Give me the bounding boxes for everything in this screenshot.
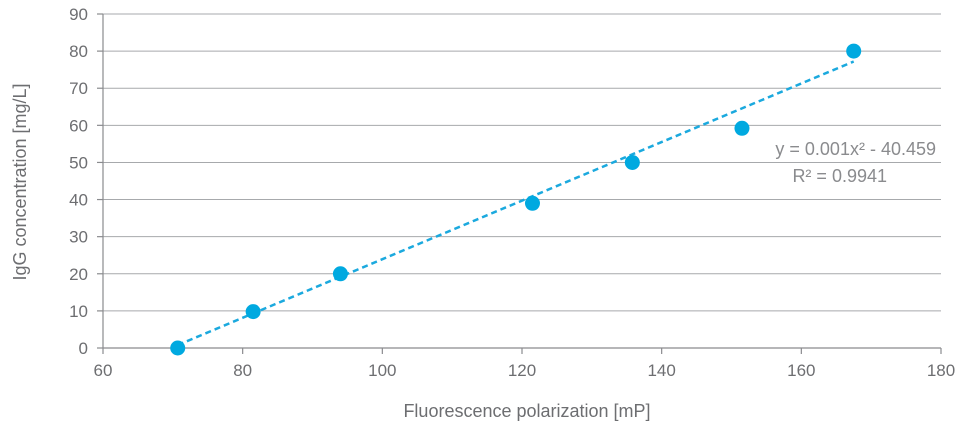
x-tick-label-80: 80 [233, 361, 252, 380]
y-tick-label-80: 80 [69, 42, 88, 61]
y-tick-label-60: 60 [69, 116, 88, 135]
trendline-group [177, 60, 855, 347]
x-tick-label-160: 160 [787, 361, 815, 380]
trendline-r-squared: R² = 0.9941 [792, 166, 887, 186]
y-tick-label-50: 50 [69, 153, 88, 172]
data-point [170, 340, 186, 356]
data-point [624, 154, 640, 170]
y-axis-title: IgG concentration [mg/L] [10, 83, 30, 280]
x-tick-label-180: 180 [927, 361, 955, 380]
x-tick-label-60: 60 [94, 361, 113, 380]
data-point [332, 266, 348, 282]
data-point [846, 43, 862, 59]
x-axis-title: Fluorescence polarization [mP] [403, 401, 650, 421]
y-tick-label-70: 70 [69, 79, 88, 98]
x-tick-label-120: 120 [508, 361, 536, 380]
y-tick-label-10: 10 [69, 302, 88, 321]
axes [97, 13, 942, 354]
data-point [734, 120, 750, 136]
data-point [245, 304, 261, 320]
trendline [177, 60, 855, 347]
y-tick-label-20: 20 [69, 265, 88, 284]
y-tick-label-40: 40 [69, 191, 88, 210]
x-tick-label-140: 140 [647, 361, 675, 380]
y-tick-labels: 0 10 20 30 40 50 60 70 80 90 [69, 5, 88, 358]
y-tick-label-30: 30 [69, 228, 88, 247]
y-tick-label-90: 90 [69, 5, 88, 24]
data-points [170, 43, 862, 356]
y-tick-label-0: 0 [79, 339, 88, 358]
x-tick-labels: 60 80 100 120 140 160 180 [94, 361, 956, 380]
gridlines [103, 13, 941, 312]
data-point [524, 195, 540, 211]
trendline-equation: y = 0.001x² - 40.459 [775, 139, 936, 159]
x-tick-label-100: 100 [368, 361, 396, 380]
